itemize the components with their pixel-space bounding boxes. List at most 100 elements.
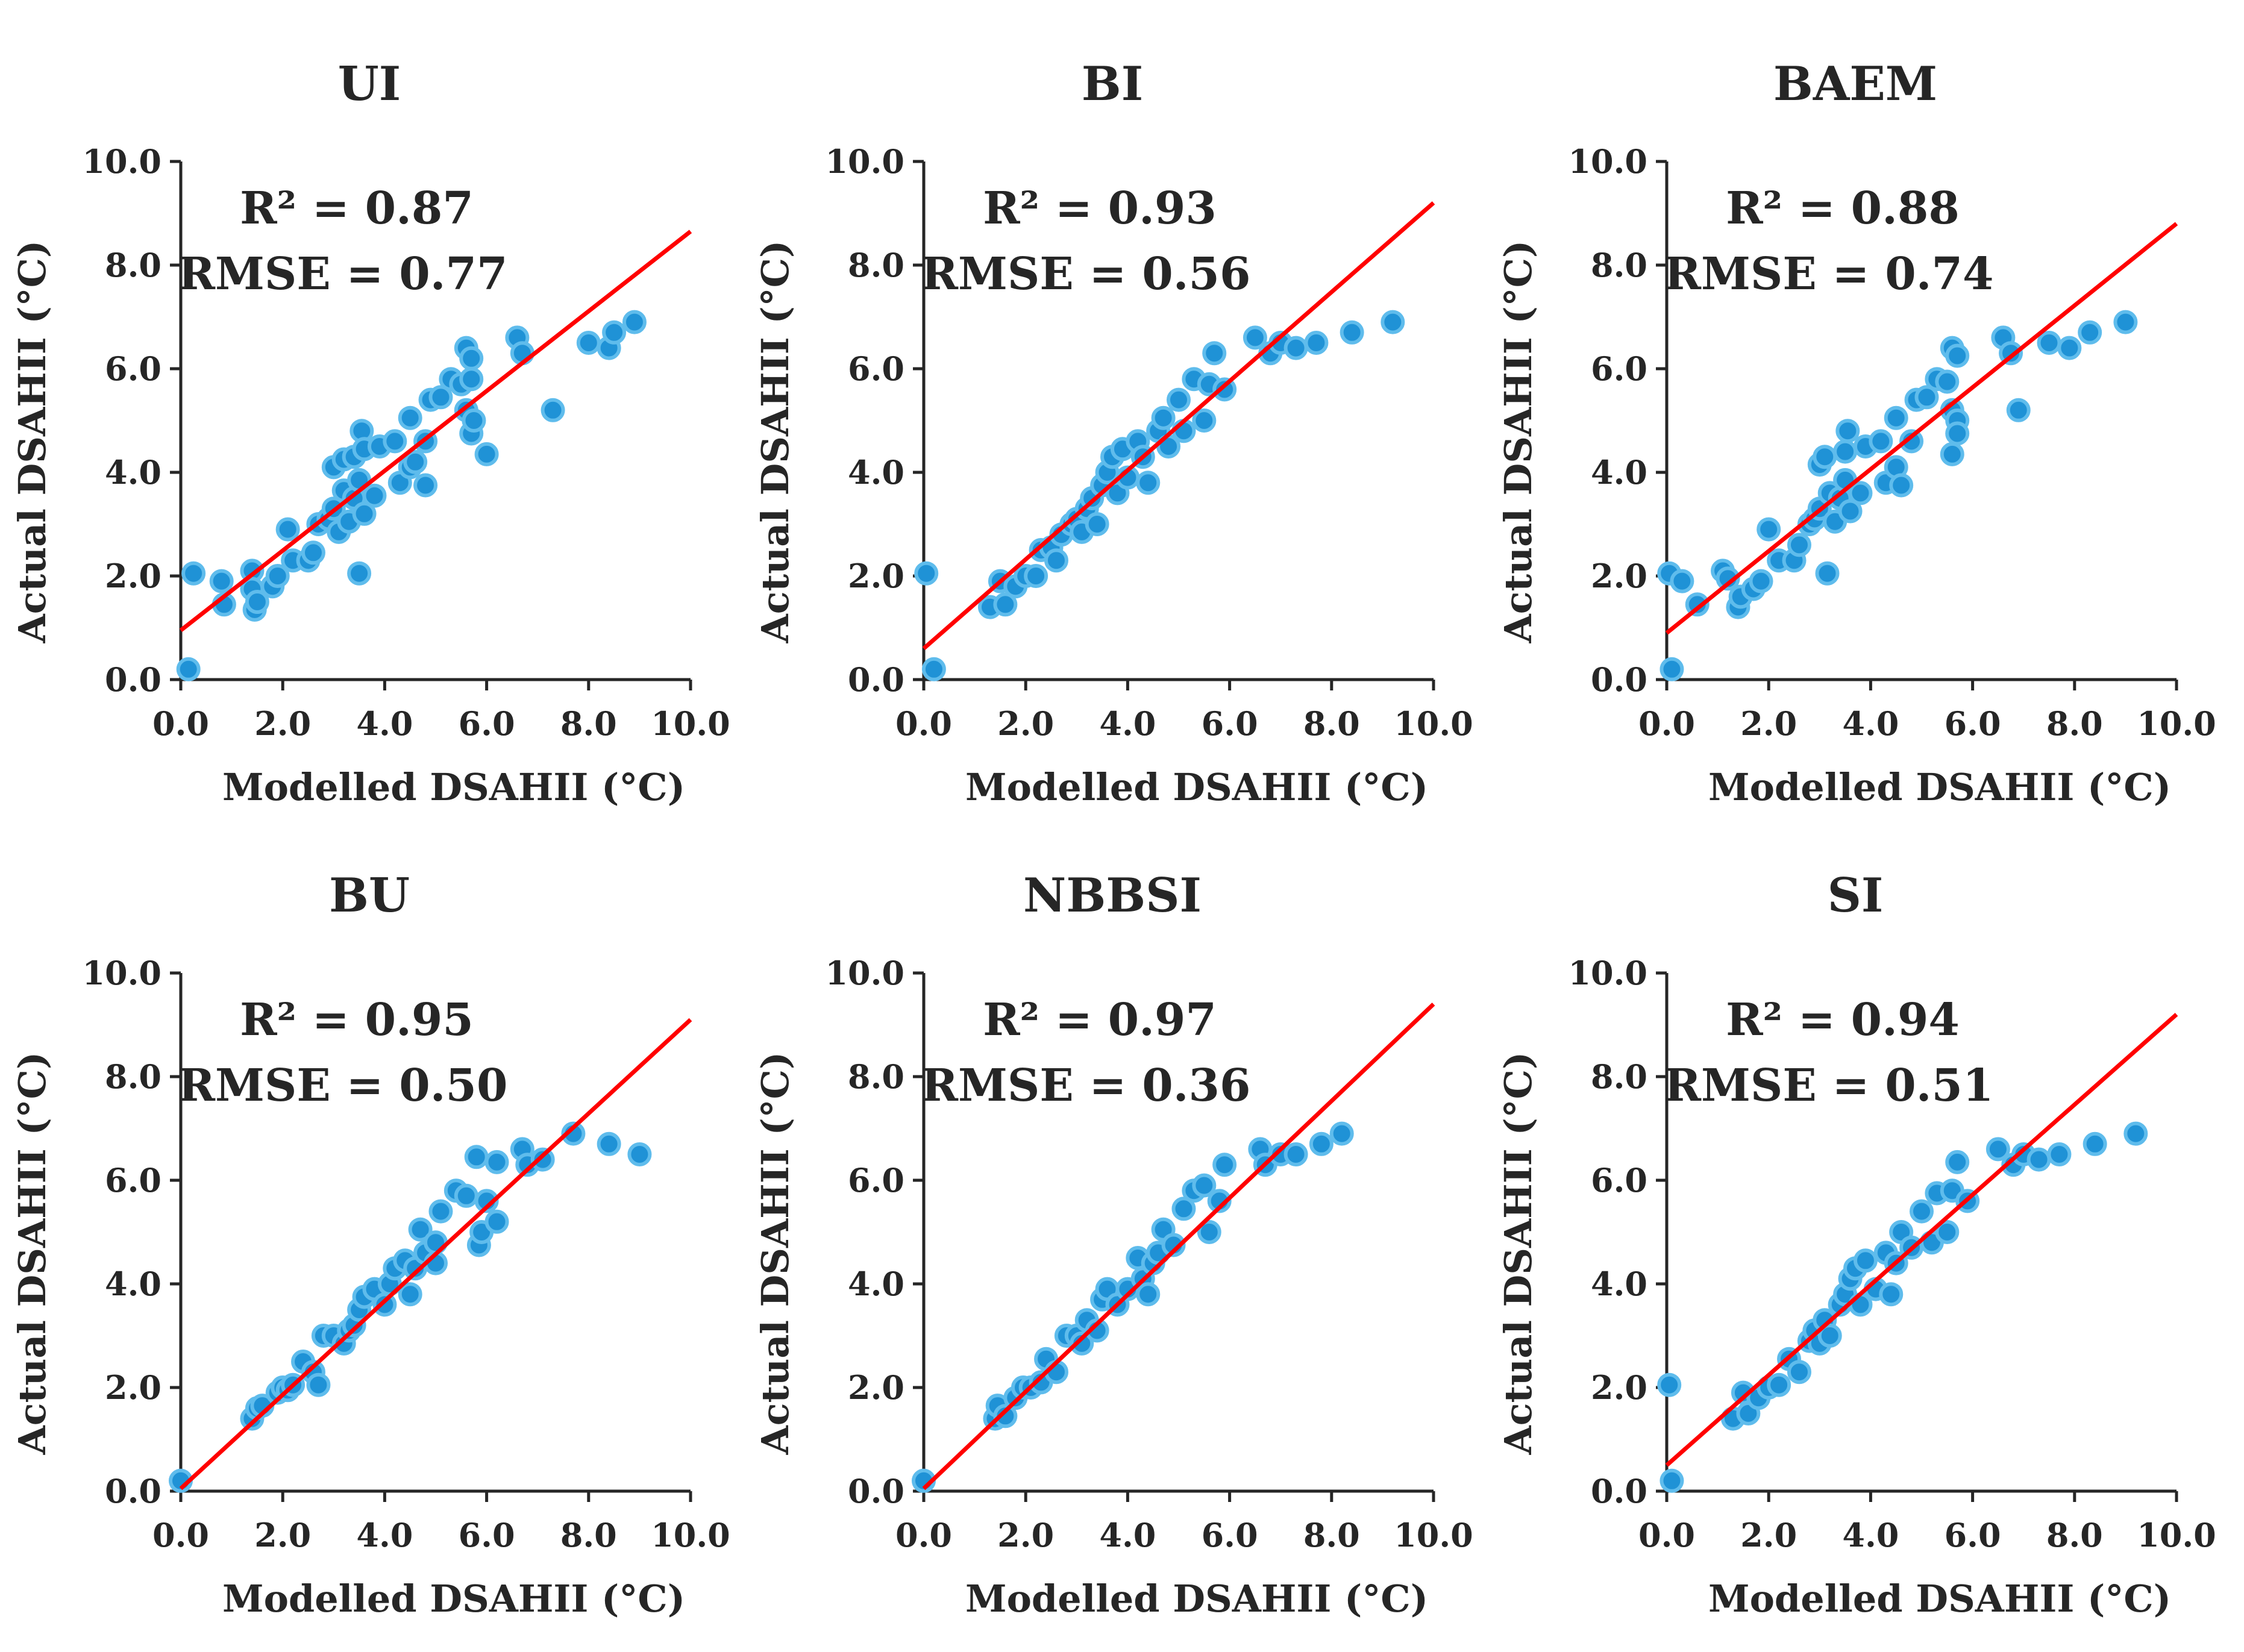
data-point [921,657,946,681]
x-tick-label: 0.0 [1638,1516,1695,1554]
data-point [301,540,325,565]
rmse-label: RMSE = 0.36 [921,1060,1250,1112]
data-point [561,1121,586,1146]
y-tick-label: 10.0 [82,142,161,181]
data-point [2123,1121,2148,1146]
data-point [1161,1233,1186,1257]
y-tick-label: 0.0 [1591,1472,1647,1510]
data-point [1813,445,1837,469]
data-point [2083,1131,2107,1156]
regression-line [179,1018,692,1491]
data-point [602,320,627,345]
data-point [622,310,647,334]
data-point [1243,325,1267,350]
data-point [576,331,601,355]
x-tick-label: 4.0 [356,704,413,743]
data-point [1685,592,1710,617]
y-tick-label: 2.0 [105,557,161,595]
data-point [474,442,499,466]
data-point [1945,343,1970,368]
chart-panel-bi: BI 0.0 2.0 4.0 6.0 8.0 10.0 0.0 2.0 4.0 6.0 8.0 10.0… [753,57,1473,809]
data-point [265,564,290,588]
y-tick-label: 8.0 [1591,1057,1647,1096]
x-tick-label: 0.0 [895,704,952,743]
data-point [1833,439,1858,464]
data-point [1945,1150,1970,1174]
x-tick-label: 8.0 [560,1516,617,1554]
y-tick-label: 6.0 [105,1161,161,1200]
x-axis-title: Modelled DSAHII (°C) [965,1577,1428,1621]
data-point [2113,310,2138,334]
y-tick-label: 4.0 [848,453,904,492]
data-point [454,1183,478,1208]
data-point [1889,473,1914,498]
x-axis-title: Modelled DSAHII (°C) [1708,765,2171,809]
data-point [993,1404,1018,1428]
x-tick-label: 2.0 [1740,704,1797,743]
y-tick-label: 8.0 [848,1057,904,1096]
y-tick-label: 0.0 [848,1472,904,1510]
rmse-label: RMSE = 0.50 [178,1060,507,1112]
y-tick-label: 8.0 [1591,246,1647,284]
data-point [1935,1220,1960,1244]
data-point [408,1217,433,1242]
data-point [484,1209,509,1234]
data-point [2057,336,2082,360]
data-point [1838,499,1863,524]
data-point [428,385,453,410]
data-point [1716,566,1740,591]
x-tick-label: 10.0 [2137,1516,2216,1554]
chart-panel-ui: UI 0.0 2.0 4.0 6.0 8.0 10.0 0.0 2.0 4.0 6.0 8.0 10.0… [10,57,730,809]
x-tick-label: 2.0 [1740,1516,1797,1554]
y-tick-label: 4.0 [848,1265,904,1303]
x-axis-title: Modelled DSAHII (°C) [965,765,1428,809]
y-tick-label: 0.0 [848,660,904,699]
chart-panel-baem: BAEM 0.0 2.0 4.0 6.0 8.0 10.0 0.0 2.0 4.0 6.0 8.0 10… [1496,57,2216,809]
x-tick-label: 6.0 [1202,1516,1258,1554]
data-point [2026,1147,2051,1172]
data-point [530,1147,555,1172]
y-tick-label: 8.0 [848,246,904,284]
chart-panel-bu: BU 0.0 2.0 4.0 6.0 8.0 10.0 0.0 2.0 4.0 6.0 8.0 10.0… [10,868,730,1621]
regression-line [1665,222,2178,635]
x-tick-label: 8.0 [560,704,617,743]
data-point [1767,1372,1791,1397]
data-point [209,569,234,593]
r-squared-label: R² = 0.93 [983,183,1217,234]
y-tick-label: 2.0 [848,557,904,595]
data-point [1212,377,1237,402]
x-tick-label: 2.0 [254,1516,311,1554]
y-axis-title: Actual DSAHII (°C) [753,240,797,644]
x-tick-label: 2.0 [997,1516,1054,1554]
data-point [1070,1331,1094,1356]
y-tick-label: 4.0 [105,453,161,492]
x-tick-label: 8.0 [2046,1516,2103,1554]
data-point [1670,569,1694,593]
chart-panel-nbbsi: NBBSI 0.0 2.0 4.0 6.0 8.0 10.0 0.0 2.0 4.0 6.0 8.0 1… [753,868,1473,1621]
x-tick-label: 6.0 [459,1516,515,1554]
data-point [541,398,565,422]
data-point [1749,569,1773,593]
data-point [1985,1137,2010,1162]
r-squared-label: R² = 0.87 [240,183,474,234]
y-tick-label: 4.0 [1591,453,1647,492]
data-point [1787,533,1811,557]
x-tick-label: 0.0 [152,1516,209,1554]
data-point [245,590,269,614]
regression-line [1665,1013,2178,1467]
x-tick-label: 6.0 [1945,704,2001,743]
data-point [1848,481,1873,505]
x-tick-label: 4.0 [356,1516,413,1554]
y-tick-label: 0.0 [1591,660,1647,699]
data-point [462,408,486,433]
x-axis-title: Modelled DSAHII (°C) [222,1577,685,1621]
x-tick-label: 10.0 [2137,704,2216,743]
x-tick-label: 10.0 [651,704,730,743]
x-tick-label: 10.0 [651,1516,730,1554]
chart-title: BI [1082,57,1143,111]
y-tick-label: 10.0 [1568,142,1647,181]
data-point [1914,385,1939,410]
r-squared-label: R² = 0.88 [1726,183,1960,234]
data-point [383,429,407,454]
data-point [1340,320,1364,345]
